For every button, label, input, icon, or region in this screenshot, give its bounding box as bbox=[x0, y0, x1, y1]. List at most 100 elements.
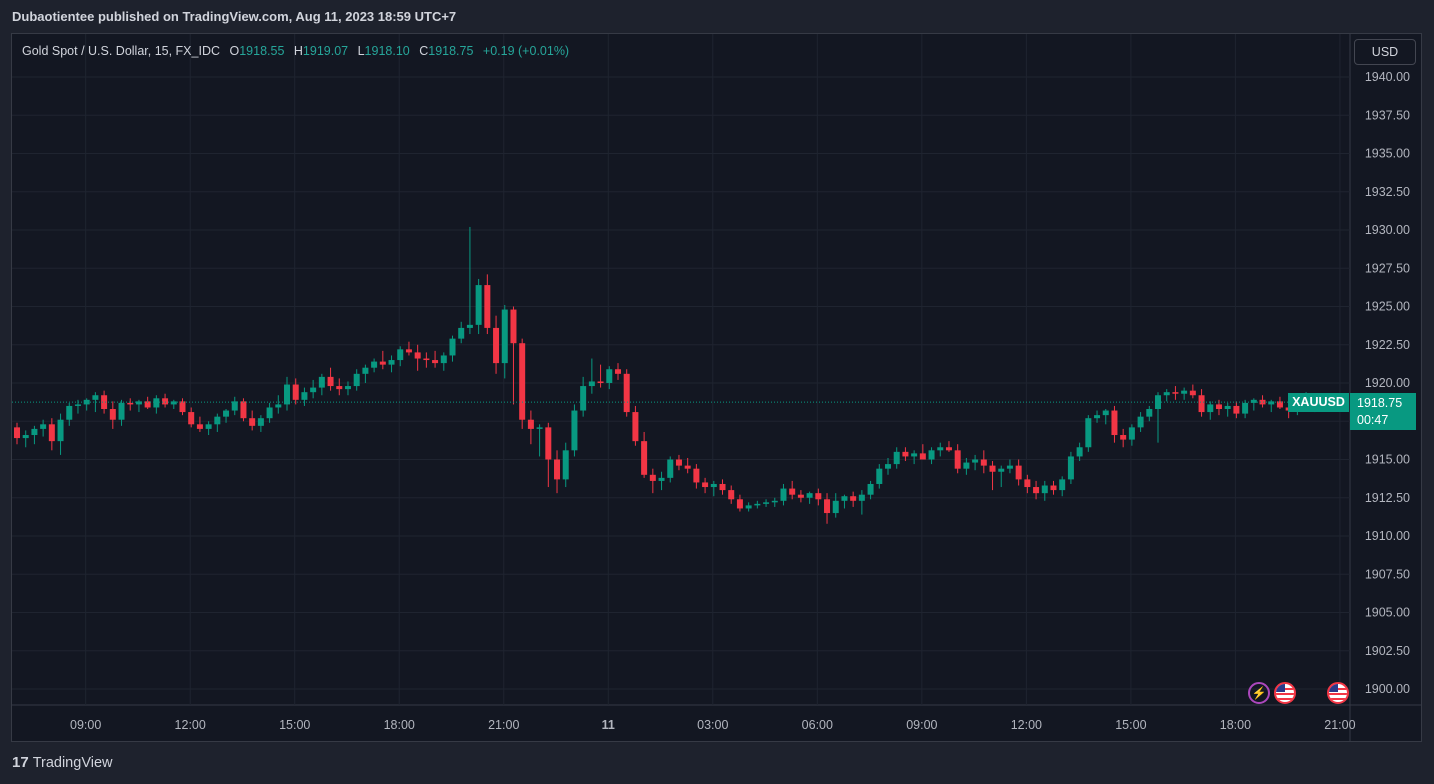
candle[interactable] bbox=[1128, 424, 1135, 446]
candle[interactable] bbox=[484, 274, 491, 335]
candle[interactable] bbox=[1033, 480, 1040, 500]
candle[interactable] bbox=[275, 395, 282, 414]
candle[interactable] bbox=[841, 494, 848, 509]
candle[interactable] bbox=[614, 363, 621, 380]
candle[interactable] bbox=[66, 402, 73, 426]
candle[interactable] bbox=[292, 378, 299, 405]
candle[interactable] bbox=[57, 413, 64, 455]
candle[interactable] bbox=[1189, 384, 1196, 399]
candle[interactable] bbox=[597, 364, 604, 388]
candle[interactable] bbox=[1146, 405, 1153, 422]
candle[interactable] bbox=[40, 419, 47, 437]
candle[interactable] bbox=[501, 304, 508, 379]
candle[interactable] bbox=[989, 461, 996, 491]
candle[interactable] bbox=[867, 480, 874, 500]
candle[interactable] bbox=[188, 407, 195, 428]
candle[interactable] bbox=[1259, 395, 1266, 408]
candle[interactable] bbox=[1137, 412, 1144, 432]
candle[interactable] bbox=[249, 410, 256, 431]
candle[interactable] bbox=[1094, 410, 1101, 423]
candle[interactable] bbox=[919, 444, 926, 460]
candle[interactable] bbox=[109, 401, 116, 429]
candle[interactable] bbox=[284, 376, 291, 411]
candle[interactable] bbox=[806, 491, 813, 504]
candle[interactable] bbox=[754, 500, 761, 509]
candle[interactable] bbox=[1050, 480, 1057, 495]
candle[interactable] bbox=[702, 477, 709, 494]
us-flag-icon[interactable] bbox=[1327, 682, 1349, 704]
candle[interactable] bbox=[1198, 389, 1205, 417]
candle[interactable] bbox=[318, 373, 325, 396]
candle[interactable] bbox=[196, 416, 203, 432]
candle[interactable] bbox=[310, 379, 317, 399]
candle[interactable] bbox=[48, 418, 55, 451]
candle[interactable] bbox=[92, 392, 99, 413]
candle[interactable] bbox=[118, 399, 125, 426]
candle[interactable] bbox=[719, 479, 726, 495]
candle[interactable] bbox=[675, 454, 682, 471]
candle[interactable] bbox=[771, 497, 778, 507]
chart-frame[interactable] bbox=[11, 33, 1422, 742]
candle[interactable] bbox=[545, 422, 552, 488]
candle[interactable] bbox=[728, 485, 735, 504]
candle[interactable] bbox=[571, 404, 578, 457]
candle[interactable] bbox=[797, 490, 804, 503]
candle[interactable] bbox=[170, 399, 177, 410]
candle[interactable] bbox=[693, 464, 700, 489]
candle[interactable] bbox=[327, 367, 334, 391]
candle[interactable] bbox=[1059, 476, 1066, 497]
candle[interactable] bbox=[980, 450, 987, 474]
candle[interactable] bbox=[1207, 401, 1214, 420]
candle[interactable] bbox=[745, 502, 752, 512]
candle[interactable] bbox=[824, 493, 831, 524]
candle[interactable] bbox=[432, 350, 439, 368]
candle[interactable] bbox=[1181, 387, 1188, 400]
candle[interactable] bbox=[414, 344, 421, 371]
candle[interactable] bbox=[649, 468, 656, 494]
candle[interactable] bbox=[231, 396, 238, 416]
candle[interactable] bbox=[911, 450, 918, 465]
candle[interactable] bbox=[379, 350, 386, 370]
candle[interactable] bbox=[763, 499, 770, 507]
candle[interactable] bbox=[1233, 401, 1240, 419]
candle[interactable] bbox=[1242, 399, 1249, 419]
candle[interactable] bbox=[458, 321, 465, 344]
candle[interactable] bbox=[536, 424, 543, 457]
candle[interactable] bbox=[858, 490, 865, 515]
candle[interactable] bbox=[371, 358, 378, 373]
candle[interactable] bbox=[153, 395, 160, 414]
candle[interactable] bbox=[162, 393, 169, 408]
candle[interactable] bbox=[998, 465, 1005, 488]
candle[interactable] bbox=[301, 387, 308, 406]
candle[interactable] bbox=[1250, 398, 1257, 411]
candle[interactable] bbox=[710, 480, 717, 497]
candle[interactable] bbox=[405, 341, 412, 356]
candle[interactable] bbox=[440, 352, 447, 371]
candle[interactable] bbox=[789, 480, 796, 500]
candle[interactable] bbox=[937, 442, 944, 457]
candle[interactable] bbox=[580, 376, 587, 417]
candle[interactable] bbox=[1041, 480, 1048, 501]
candle[interactable] bbox=[527, 410, 534, 445]
tradingview-footer[interactable]: 17 TradingView bbox=[12, 754, 112, 771]
candle[interactable] bbox=[510, 306, 517, 405]
candle[interactable] bbox=[623, 369, 630, 417]
candle[interactable] bbox=[519, 338, 526, 429]
candle[interactable] bbox=[101, 390, 108, 414]
candle[interactable] bbox=[179, 398, 186, 416]
candle[interactable] bbox=[606, 366, 613, 390]
candle[interactable] bbox=[1111, 405, 1118, 443]
candle[interactable] bbox=[493, 315, 500, 374]
candle[interactable] bbox=[388, 355, 395, 373]
candle[interactable] bbox=[127, 398, 134, 411]
candle[interactable] bbox=[1224, 402, 1231, 417]
candle[interactable] bbox=[850, 491, 857, 507]
candle[interactable] bbox=[954, 444, 961, 474]
candle[interactable] bbox=[928, 447, 935, 465]
candle[interactable] bbox=[74, 399, 81, 414]
candle[interactable] bbox=[475, 278, 482, 335]
candle[interactable] bbox=[1276, 396, 1283, 410]
candle[interactable] bbox=[832, 493, 839, 518]
candle[interactable] bbox=[31, 425, 38, 445]
